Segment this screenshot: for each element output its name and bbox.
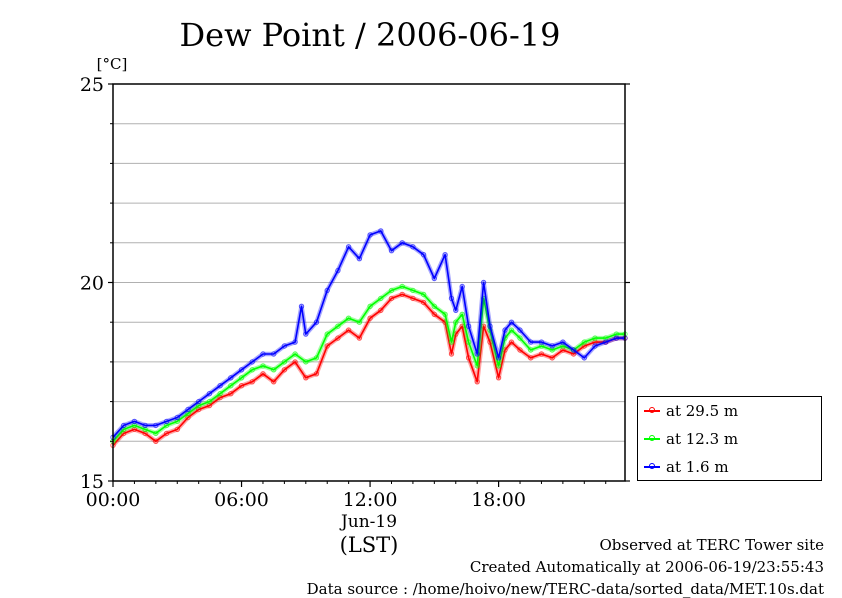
x-axis-label: (LST): [340, 533, 399, 557]
x-tick-label: 00:00: [86, 489, 141, 511]
data-point: [517, 335, 523, 341]
legend-item-12-3m: at 12.3 m: [644, 429, 738, 449]
y-tick-label: 20: [80, 273, 104, 295]
legend-label: at 1.6 m: [666, 458, 729, 476]
data-point: [292, 351, 298, 357]
data-point: [420, 252, 427, 258]
data-point: [153, 438, 159, 444]
legend-swatch-blue: [644, 463, 660, 469]
data-point: [345, 244, 352, 250]
data-point: [292, 359, 298, 365]
data-point: [228, 383, 234, 389]
x-tick-label: 06:00: [214, 489, 269, 511]
y-tick-label: 15: [80, 471, 104, 493]
data-point: [335, 323, 341, 329]
x-tick-label: 12:00: [343, 489, 398, 511]
data-point: [281, 359, 288, 365]
x-axis-sublabel: Jun-19: [339, 512, 397, 532]
series-band: [111, 292, 625, 447]
series-band: [111, 228, 625, 439]
data-point: [206, 391, 213, 397]
x-tick-label: 18:00: [471, 489, 526, 511]
data-point: [378, 295, 384, 302]
data-point: [431, 275, 437, 282]
data-point: [281, 367, 288, 373]
data-point: [217, 391, 223, 397]
series-line: [112, 293, 625, 446]
footer-created: Created Automatically at 2006-06-19/23:5…: [469, 558, 824, 576]
data-point: [271, 379, 277, 385]
data-point: [238, 375, 245, 381]
series-line: [112, 230, 625, 438]
data-point: [378, 307, 384, 313]
footer-observed: Observed at TERC Tower site: [599, 536, 824, 554]
data-point: [388, 248, 395, 254]
data-point: [345, 327, 352, 333]
ticks: 15 20 25 00:00 06:00 12:00 18:00: [80, 74, 630, 511]
y-tick-label: 25: [80, 74, 104, 96]
series-layer: [110, 228, 628, 448]
legend-item-29-5m: at 29.5 m: [644, 401, 738, 421]
data-point: [517, 347, 523, 353]
chart-title: Dew Point / 2006-06-19: [180, 16, 561, 54]
y-axis-label: [°C]: [97, 55, 128, 73]
data-point: [228, 375, 234, 381]
data-point: [508, 327, 515, 333]
data-point: [324, 331, 330, 337]
data-point: [431, 311, 437, 317]
data-point: [356, 256, 363, 262]
data-point: [508, 339, 515, 345]
legend-item-1-6m: at 1.6 m: [644, 457, 729, 477]
legend-label: at 29.5 m: [666, 402, 739, 420]
legend: at 29.5 m at 12.3 m at 1.6 m: [637, 396, 822, 481]
data-point: [260, 371, 266, 377]
series-2: [110, 228, 628, 440]
data-point: [249, 359, 255, 365]
data-point: [196, 398, 202, 405]
data-point: [367, 315, 373, 321]
data-point: [335, 267, 341, 274]
legend-swatch-red: [644, 407, 660, 413]
data-point: [335, 335, 341, 341]
series-0: [110, 291, 628, 448]
footer-source: Data source : /home/hoivo/new/TERC-data/…: [306, 580, 824, 598]
data-point: [356, 335, 363, 341]
data-point: [185, 406, 191, 413]
legend-swatch-green: [644, 435, 660, 441]
grid: [113, 123, 625, 442]
data-point: [517, 327, 523, 333]
data-point: [238, 367, 245, 373]
data-point: [217, 383, 223, 389]
data-point: [431, 303, 437, 309]
series-line: [112, 285, 625, 442]
data-point: [581, 355, 587, 361]
data-point: [508, 319, 515, 325]
data-point: [570, 347, 577, 353]
data-point: [367, 303, 373, 309]
legend-label: at 12.3 m: [666, 430, 739, 448]
